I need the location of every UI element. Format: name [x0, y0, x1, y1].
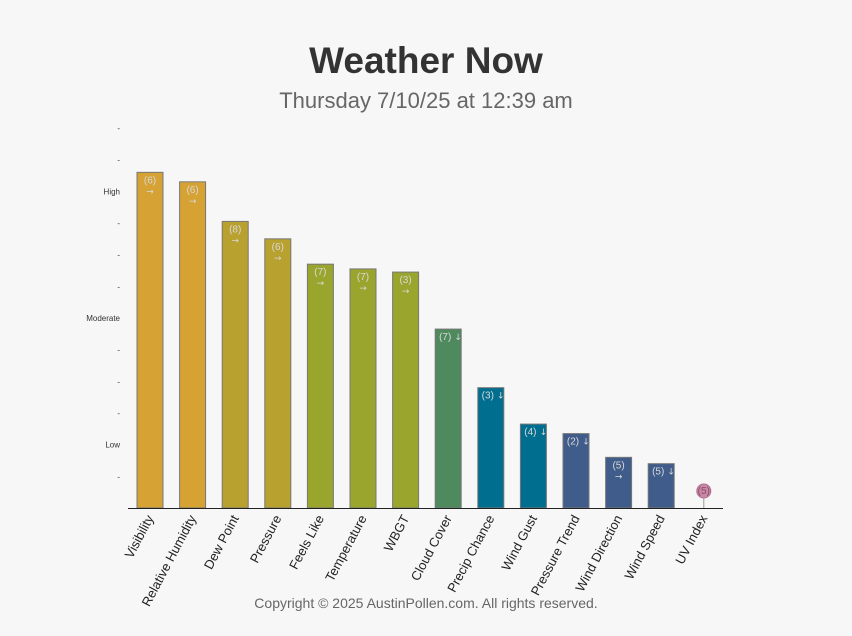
x-category-label: Feels Like: [286, 512, 327, 571]
y-tick-label: -: [117, 377, 120, 386]
trend-arrow-down-icon: ↓: [454, 333, 462, 343]
bar-value-label: (7): [439, 332, 451, 343]
trend-arrow-right-icon: →: [189, 197, 197, 207]
x-category-label: Precip Chance: [444, 512, 497, 594]
y-tick-label: High: [104, 187, 120, 196]
trend-arrow-down-icon: ↓: [667, 468, 675, 478]
trend-arrow-right-icon: →: [231, 236, 239, 246]
y-tick-label: -: [117, 156, 120, 165]
bar: [136, 171, 164, 509]
bar-value-label: (8): [229, 224, 241, 235]
y-tick-label: Low: [105, 441, 120, 450]
bar-value-label: (5): [612, 460, 624, 471]
y-tick-label: -: [117, 472, 120, 481]
bar-value-label: (7): [314, 267, 326, 278]
bar-value-label: (3): [482, 391, 494, 402]
bar-value-label: (5): [652, 467, 664, 478]
trend-arrow-down-icon: ↓: [582, 438, 590, 448]
y-tick-label: -: [117, 409, 120, 418]
bar-value-label: (4): [524, 427, 536, 438]
chart-subtitle: Thursday 7/10/25 at 12:39 am: [279, 88, 573, 113]
bar-value-label: (2): [567, 437, 579, 448]
bar: [349, 268, 377, 509]
bar: [647, 463, 675, 509]
copyright-footer: Copyright © 2025 AustinPollen.com. All r…: [254, 595, 598, 611]
bar: [519, 423, 547, 509]
bar-value-label: (6): [186, 185, 198, 196]
bar: [477, 387, 505, 509]
bar-value-label: (6): [144, 175, 156, 186]
trend-arrow-right-icon: →: [146, 187, 154, 197]
trend-arrow-right-icon: →: [402, 287, 410, 297]
x-category-label: Temperature: [322, 512, 370, 583]
bar: [434, 328, 462, 509]
trend-arrow-right-icon: →: [274, 254, 282, 264]
bar-zero-marker: [696, 483, 712, 499]
x-category-label: Pressure: [247, 512, 285, 565]
bar-value-label: (7): [357, 272, 369, 283]
x-category-label: WBGT: [381, 512, 413, 554]
trend-arrow-down-icon: ↓: [540, 428, 548, 438]
y-tick-label: -: [117, 346, 120, 355]
y-tick-label: -: [117, 124, 120, 133]
x-category-label: Dew Point: [201, 512, 242, 572]
trend-arrow-right-icon: →: [615, 472, 623, 482]
trend-arrow-right-icon: →: [359, 284, 367, 294]
y-tick-label: -: [117, 282, 120, 291]
bar-value-label: (6): [272, 242, 284, 253]
x-category-label: UV Index: [672, 512, 711, 567]
bar: [221, 220, 249, 509]
y-tick-label: Moderate: [86, 314, 120, 323]
bar: [392, 271, 420, 509]
bar-value-label: (5): [698, 486, 710, 497]
trend-arrow-down-icon: ↓: [497, 392, 505, 402]
x-category-label: Wind Direction: [572, 512, 625, 594]
bar: [264, 238, 292, 509]
x-category-label: Cloud Cover: [408, 512, 455, 583]
x-category-label: Visibility: [121, 512, 156, 561]
bar: [179, 181, 207, 509]
y-tick-label: -: [117, 219, 120, 228]
bar-value-label: (3): [399, 275, 411, 286]
x-category-label: Wind Gust: [498, 512, 540, 573]
y-tick-label: -: [117, 251, 120, 260]
chart-title: Weather Now: [309, 40, 543, 81]
trend-arrow-right-icon: →: [317, 279, 325, 289]
x-category-label: Wind Speed: [621, 512, 667, 582]
bar: [306, 263, 334, 509]
